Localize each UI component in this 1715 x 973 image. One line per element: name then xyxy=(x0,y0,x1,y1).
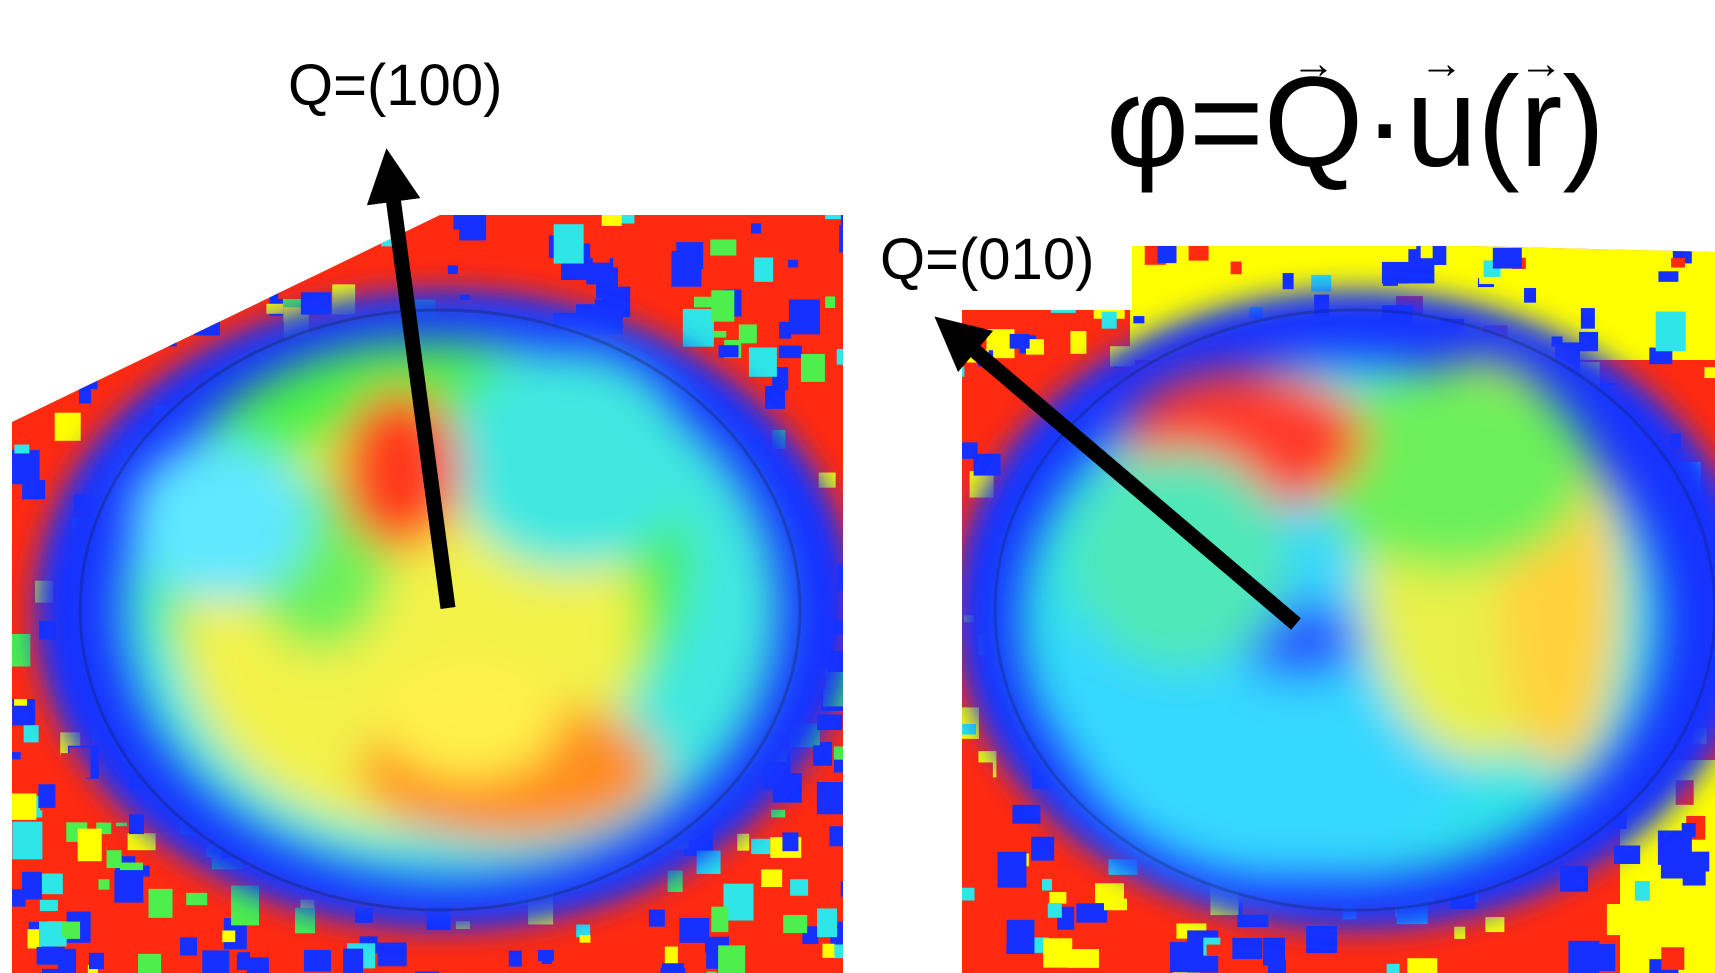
equals-sign: = xyxy=(1189,51,1264,194)
right-phase-map xyxy=(962,246,1715,973)
vector-arrow-icon: → xyxy=(1519,39,1564,88)
r-vector: → r xyxy=(1519,42,1563,198)
dot-operator: · xyxy=(1363,51,1406,194)
u-vector: → u xyxy=(1405,42,1478,198)
q-vector: → Q xyxy=(1263,42,1364,198)
u-symbol: u xyxy=(1405,51,1478,194)
r-symbol: r xyxy=(1519,51,1563,194)
right-island xyxy=(1020,360,1660,880)
left-phase-map xyxy=(12,215,843,973)
vector-arrow-icon: → xyxy=(1291,39,1336,88)
q-symbol: Q xyxy=(1263,51,1364,194)
vector-arrow-icon: → xyxy=(1419,39,1464,88)
phi-symbol: φ xyxy=(1106,51,1189,194)
q100-label: Q=(100) xyxy=(288,53,503,118)
phase-formula: φ= → Q· → u(→ r) xyxy=(1106,42,1605,198)
left-island xyxy=(120,340,780,880)
close-paren: ) xyxy=(1562,51,1605,194)
open-paren: ( xyxy=(1477,51,1520,194)
q010-label: Q=(010) xyxy=(880,227,1095,292)
q010-arrow xyxy=(934,316,1301,630)
q100-arrow xyxy=(366,148,456,609)
